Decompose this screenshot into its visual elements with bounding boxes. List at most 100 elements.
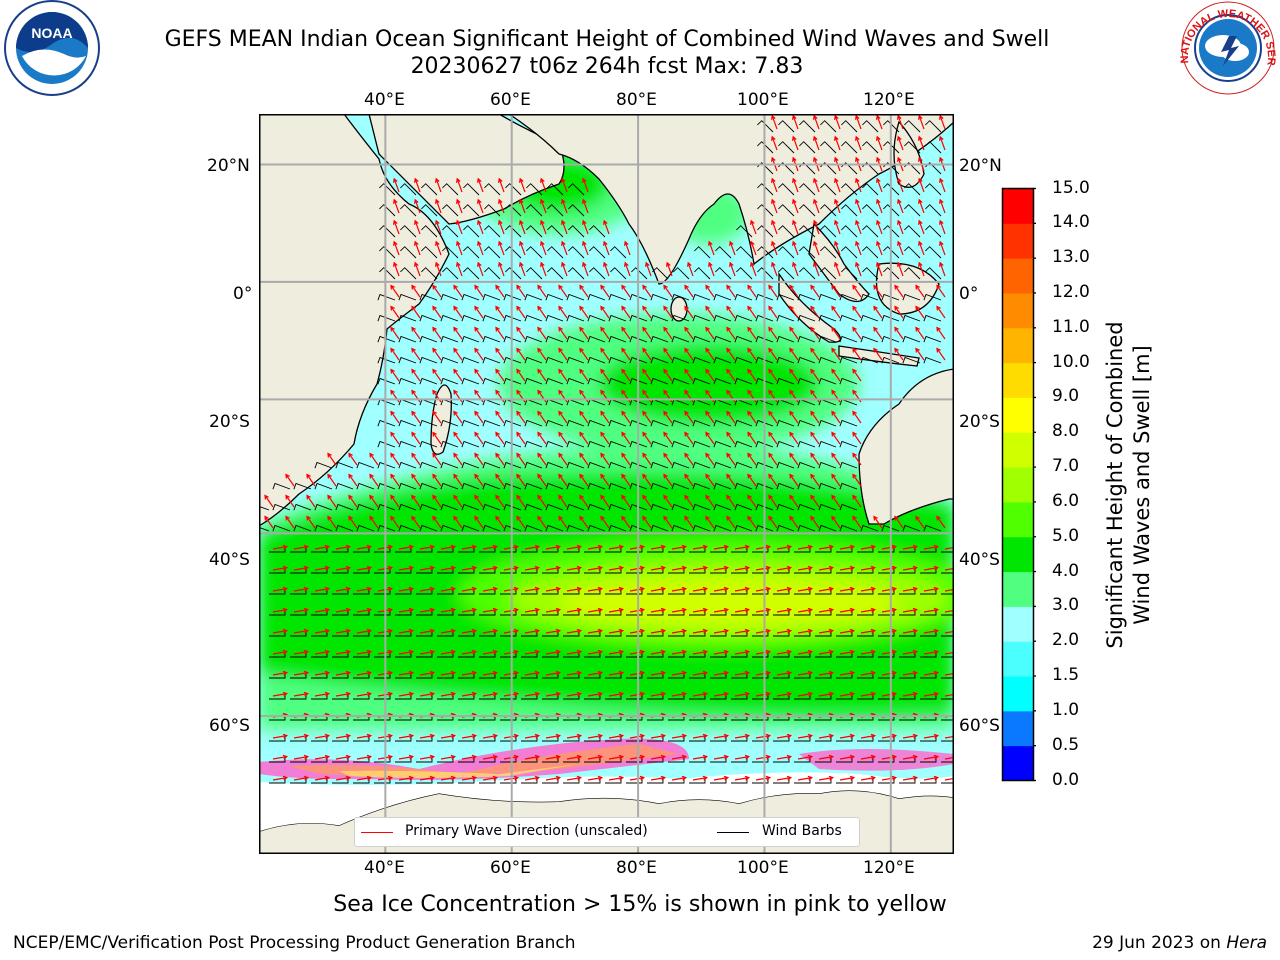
wave-direction-arrow (789, 431, 799, 445)
wind-barb (776, 377, 795, 385)
wave-direction-arrow (852, 305, 862, 319)
wave-direction-arrow (726, 347, 736, 361)
wind-barb (904, 141, 921, 154)
wind-barb (545, 293, 564, 301)
wave-direction-arrow (314, 544, 331, 550)
wave-direction-arrow (314, 586, 331, 592)
wind-barb (862, 225, 879, 238)
wave-direction-arrow (692, 754, 709, 760)
wave-direction-arrow (516, 494, 526, 508)
wave-direction-arrow (356, 649, 373, 655)
wind-barb (839, 335, 858, 343)
wind-barb (820, 162, 837, 175)
wind-barb (757, 183, 774, 196)
wind-barb (862, 120, 879, 133)
wave-direction-arrow (335, 607, 352, 613)
wave-direction-arrow (855, 135, 862, 151)
wave-direction-arrow (755, 670, 772, 676)
wind-barb (839, 419, 858, 427)
wind-barb (776, 440, 795, 448)
wave-direction-arrow (624, 240, 631, 256)
wave-direction-arrow (440, 733, 457, 739)
wind-barb (524, 524, 543, 532)
wave-direction-arrow (684, 473, 694, 487)
wave-direction-arrow (435, 219, 442, 235)
wave-direction-arrow (708, 261, 715, 277)
wave-direction-arrow (566, 628, 583, 634)
wave-direction-arrow (923, 544, 940, 550)
wave-direction-arrow (839, 607, 856, 613)
wave-direction-arrow (600, 431, 610, 445)
wind-barb (610, 246, 627, 259)
wave-direction-arrow (456, 177, 463, 193)
wave-direction-arrow (834, 135, 841, 151)
wind-barb (797, 335, 816, 343)
wave-direction-arrow (902, 586, 919, 592)
wave-direction-arrow (600, 452, 610, 466)
wave-direction-arrow (642, 284, 652, 298)
wind-barb (461, 356, 480, 364)
wave-direction-arrow (516, 368, 526, 382)
wave-direction-arrow (852, 368, 862, 382)
wave-direction-arrow (789, 305, 799, 319)
wind-barb (755, 503, 774, 511)
wind-barb (587, 482, 606, 490)
wave-direction-arrow (768, 494, 778, 508)
lon-label-top-100: 100°E (737, 90, 789, 110)
wave-direction-arrow (813, 114, 820, 130)
footer-machine: Hera (1226, 933, 1267, 953)
wave-direction-arrow (663, 347, 673, 361)
wave-direction-arrow (663, 473, 673, 487)
colorbar-segment (1002, 432, 1034, 468)
wave-direction-arrow (393, 177, 400, 193)
wave-direction-arrow (902, 544, 919, 550)
wave-direction-arrow (419, 733, 436, 739)
wave-direction-arrow (453, 368, 463, 382)
wind-barb (818, 314, 837, 322)
colorbar-tick-label: 14.0 (1052, 212, 1090, 233)
wave-direction-arrow (582, 240, 589, 256)
wave-direction-arrow (477, 240, 484, 256)
wave-direction-arrow (419, 628, 436, 634)
wind-barb (925, 225, 942, 238)
wave-direction-arrow (818, 691, 835, 697)
wave-direction-arrow (390, 326, 400, 340)
wave-direction-arrow (545, 733, 562, 739)
wave-direction-arrow (390, 284, 400, 298)
wave-direction-arrow (398, 670, 415, 676)
wave-direction-arrow (797, 649, 814, 655)
map-subtitle: 20230627 t06z 264h fcst Max: 7.83 (410, 54, 804, 79)
wave-direction-arrow (923, 670, 940, 676)
wave-direction-arrow (713, 544, 730, 550)
wave-direction-arrow (713, 691, 730, 697)
colorbar (1001, 187, 1036, 782)
colorbar-tick-label: 0.0 (1052, 769, 1080, 790)
wind-barb (650, 440, 669, 448)
wave-direction-arrow (747, 326, 757, 340)
wave-direction-arrow (411, 515, 421, 529)
wave-direction-arrow (356, 691, 373, 697)
wind-barb (377, 524, 396, 532)
wind-barb (797, 293, 816, 301)
wave-direction-arrow (881, 607, 898, 613)
wave-direction-arrow (272, 670, 289, 676)
wave-direction-arrow (314, 775, 331, 781)
wave-direction-arrow (873, 284, 883, 298)
wave-direction-arrow (734, 544, 751, 550)
wave-direction-arrow (692, 670, 709, 676)
wave-direction-arrow (873, 326, 883, 340)
wave-direction-arrow (797, 775, 814, 781)
wave-direction-arrow (579, 284, 589, 298)
wave-direction-arrow (456, 219, 463, 235)
wave-direction-arrow (902, 607, 919, 613)
wave-direction-arrow (621, 284, 631, 298)
wave-direction-arrow (566, 733, 583, 739)
wave-direction-arrow (923, 691, 940, 697)
wind-barb (419, 335, 438, 343)
wave-direction-arrow (671, 607, 688, 613)
wave-direction-arrow (831, 473, 841, 487)
wave-direction-arrow (545, 670, 562, 676)
wave-direction-arrow (923, 754, 940, 760)
wave-direction-arrow (272, 607, 289, 613)
wave-direction-arrow (771, 198, 778, 214)
